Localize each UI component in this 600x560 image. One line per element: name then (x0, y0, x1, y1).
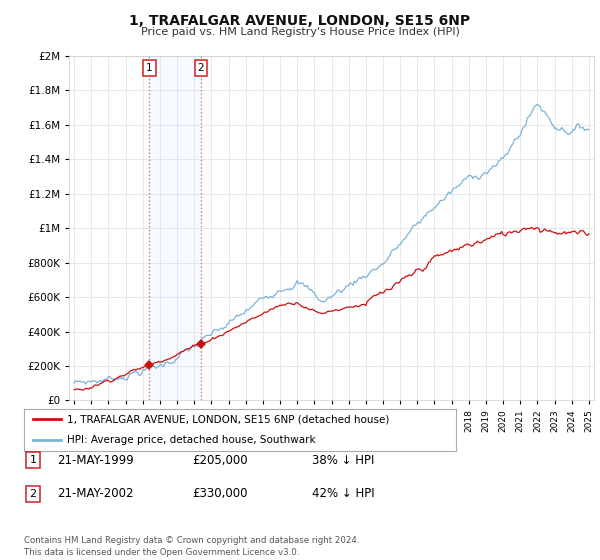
Text: £330,000: £330,000 (192, 487, 248, 501)
Text: 2: 2 (197, 63, 204, 73)
Text: 21-MAY-2002: 21-MAY-2002 (57, 487, 133, 501)
Text: 42% ↓ HPI: 42% ↓ HPI (312, 487, 374, 501)
Text: £205,000: £205,000 (192, 454, 248, 467)
Text: 1: 1 (29, 455, 37, 465)
Text: Price paid vs. HM Land Registry's House Price Index (HPI): Price paid vs. HM Land Registry's House … (140, 27, 460, 37)
Text: 1: 1 (146, 63, 152, 73)
Text: 1, TRAFALGAR AVENUE, LONDON, SE15 6NP: 1, TRAFALGAR AVENUE, LONDON, SE15 6NP (130, 14, 470, 28)
Bar (149, 56, 201, 400)
Text: 38% ↓ HPI: 38% ↓ HPI (312, 454, 374, 467)
Text: 1, TRAFALGAR AVENUE, LONDON, SE15 6NP (detached house): 1, TRAFALGAR AVENUE, LONDON, SE15 6NP (d… (67, 414, 389, 424)
Text: 2: 2 (29, 489, 37, 499)
Text: HPI: Average price, detached house, Southwark: HPI: Average price, detached house, Sout… (67, 435, 316, 445)
Text: Contains HM Land Registry data © Crown copyright and database right 2024.
This d: Contains HM Land Registry data © Crown c… (24, 536, 359, 557)
Text: 21-MAY-1999: 21-MAY-1999 (57, 454, 134, 467)
